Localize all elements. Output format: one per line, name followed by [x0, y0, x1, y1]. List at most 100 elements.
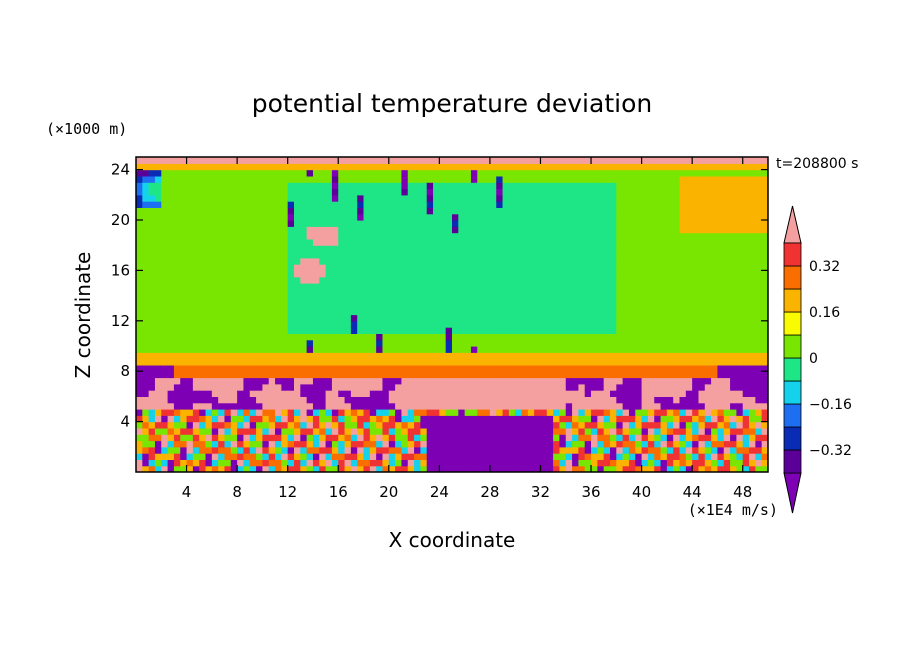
- heatmap-cell: [736, 434, 744, 442]
- heatmap-cell: [256, 427, 263, 435]
- heatmap-cell: [527, 396, 535, 404]
- heatmap-cell: [237, 320, 245, 328]
- heatmap-cell: [628, 295, 636, 303]
- heatmap-cell: [647, 390, 655, 397]
- heatmap-cell: [565, 276, 573, 284]
- heatmap-cell: [401, 283, 409, 290]
- heatmap-cell: [502, 251, 510, 259]
- heatmap-cell: [319, 421, 327, 429]
- heatmap-cell: [249, 213, 257, 221]
- heatmap-cell: [723, 194, 731, 202]
- heatmap-cell: [527, 371, 535, 379]
- heatmap-cell: [268, 245, 276, 253]
- heatmap-cell: [161, 163, 169, 171]
- heatmap-cell: [401, 226, 409, 234]
- heatmap-cell: [401, 358, 409, 366]
- heatmap-cell: [666, 434, 674, 442]
- heatmap-cell: [256, 446, 263, 454]
- heatmap-cell: [357, 427, 365, 435]
- heatmap-cell: [458, 434, 466, 442]
- heatmap-cell: [401, 257, 409, 265]
- heatmap-cell: [218, 220, 226, 227]
- heatmap-cell: [673, 226, 681, 234]
- heatmap-cell: [527, 308, 535, 316]
- heatmap-cell: [470, 453, 478, 460]
- heatmap-cell: [723, 276, 731, 284]
- heatmap-cell: [275, 465, 282, 472]
- heatmap-cell: [666, 421, 674, 429]
- heatmap-cell: [730, 188, 737, 196]
- heatmap-cell: [591, 465, 598, 472]
- heatmap-cell: [452, 434, 459, 442]
- heatmap-cell: [154, 371, 162, 379]
- heatmap-cell: [161, 453, 169, 460]
- heatmap-cell: [218, 289, 226, 297]
- heatmap-cell: [199, 169, 207, 177]
- heatmap-cell: [142, 257, 150, 265]
- heatmap-cell: [414, 371, 421, 379]
- heatmap-cell: [414, 182, 421, 190]
- heatmap-cell: [534, 182, 542, 190]
- heatmap-cell: [142, 232, 150, 240]
- heatmap-cell: [749, 421, 756, 429]
- heatmap-cell: [540, 188, 548, 196]
- heatmap-cell: [477, 283, 485, 290]
- heatmap-cell: [572, 301, 579, 309]
- heatmap-cell: [730, 352, 737, 360]
- heatmap-cell: [243, 238, 251, 246]
- heatmap-cell: [256, 220, 263, 227]
- heatmap-cell: [161, 446, 169, 454]
- heatmap-cell: [527, 226, 535, 234]
- heatmap-cell: [161, 434, 169, 442]
- heatmap-cell: [388, 346, 396, 353]
- heatmap-cell: [470, 320, 478, 328]
- heatmap-cell: [173, 320, 181, 328]
- heatmap-cell: [654, 396, 662, 404]
- heatmap-cell: [534, 276, 542, 284]
- heatmap-cell: [369, 446, 377, 454]
- heatmap-cell: [136, 320, 143, 328]
- heatmap-cell: [610, 396, 617, 404]
- heatmap-cell: [603, 352, 611, 360]
- heatmap-cell: [704, 453, 712, 460]
- heatmap-cell: [249, 283, 257, 290]
- heatmap-cell: [287, 459, 295, 467]
- heatmap-cell: [622, 421, 630, 429]
- heatmap-cell: [540, 270, 548, 278]
- heatmap-cell: [382, 220, 390, 227]
- heatmap-cell: [508, 238, 516, 246]
- heatmap-cell: [515, 182, 523, 190]
- heatmap-cell: [433, 402, 440, 410]
- heatmap-cell: [211, 238, 219, 246]
- heatmap-cell: [483, 301, 491, 309]
- heatmap-cell: [369, 440, 377, 448]
- heatmap-cell: [256, 175, 263, 183]
- heatmap-cell: [628, 301, 636, 309]
- heatmap-cell: [477, 301, 485, 309]
- heatmap-cell: [477, 459, 485, 467]
- heatmap-cell: [401, 459, 409, 467]
- heatmap-cell: [287, 264, 295, 271]
- heatmap-cell: [395, 295, 403, 303]
- heatmap-cell: [192, 390, 200, 397]
- heatmap-cell: [591, 371, 598, 379]
- heatmap-cell: [622, 402, 630, 410]
- heatmap-cell: [300, 390, 308, 397]
- heatmap-cell: [559, 358, 567, 366]
- heatmap-cell: [635, 320, 643, 328]
- heatmap-cell: [249, 207, 257, 215]
- heatmap-cell: [211, 402, 219, 410]
- heatmap-cell: [154, 213, 162, 221]
- heatmap-cell: [502, 188, 510, 196]
- heatmap-cell: [344, 251, 352, 259]
- heatmap-cell: [572, 289, 579, 297]
- heatmap-cell: [173, 453, 181, 460]
- heatmap-cell: [483, 295, 491, 303]
- heatmap-cell: [704, 402, 712, 410]
- heatmap-cell: [275, 453, 282, 460]
- heatmap-cell: [622, 301, 630, 309]
- heatmap-cell: [445, 415, 453, 423]
- heatmap-cell: [338, 434, 346, 442]
- heatmap-cell: [148, 339, 156, 347]
- heatmap-cell: [249, 163, 257, 171]
